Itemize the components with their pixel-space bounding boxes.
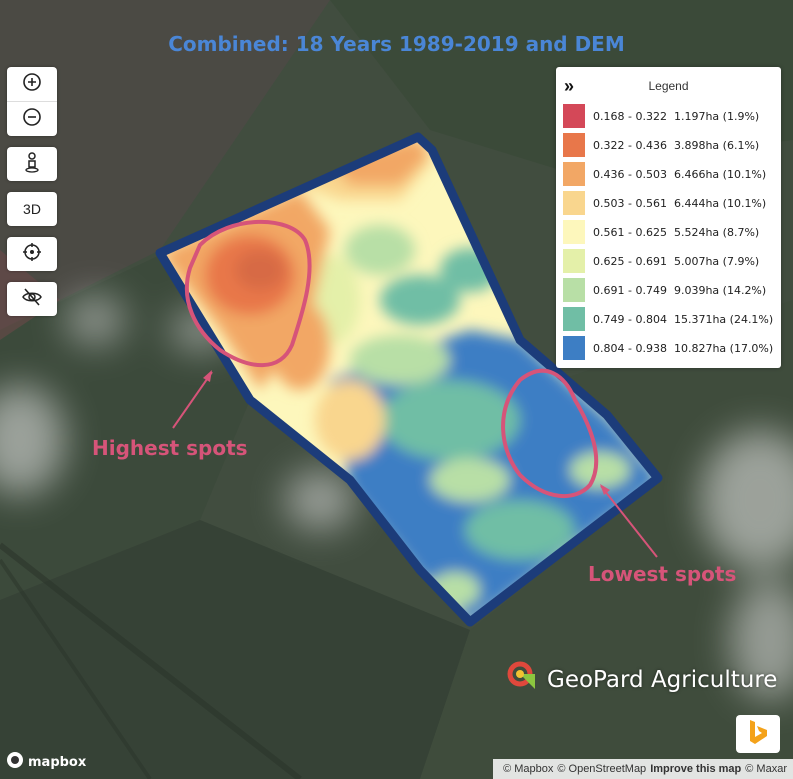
locate-button[interactable] <box>7 237 57 271</box>
legend-area: 9.039ha (14.2%) <box>673 283 767 297</box>
improve-map-link[interactable]: Improve this map <box>650 763 742 775</box>
highest-spots-outline <box>184 219 312 368</box>
legend-item: 0.804 - 0.938 10.827ha (17.0%) <box>563 335 773 361</box>
geopard-logo-icon <box>507 661 539 698</box>
geopard-brand: GeoPard Agriculture <box>507 661 777 698</box>
legend-area: 6.466ha (10.1%) <box>673 167 767 181</box>
zoom-in-button[interactable] <box>7 67 57 101</box>
bing-logo-button[interactable] <box>736 715 780 753</box>
legend-item: 0.749 - 0.804 15.371ha (24.1%) <box>563 306 773 332</box>
legend-area: 5.007ha (7.9%) <box>673 254 760 268</box>
three-d-button[interactable]: 3D <box>23 201 41 217</box>
zoom-control <box>7 67 57 136</box>
legend-swatch <box>563 220 585 244</box>
legend-item: 0.561 - 0.625 5.524ha (8.7%) <box>563 219 759 245</box>
legend-swatch <box>563 104 585 128</box>
visibility-control <box>7 282 57 316</box>
locate-control <box>7 237 57 271</box>
zoom-out-button[interactable] <box>7 101 57 136</box>
legend-area: 10.827ha (17.0%) <box>673 341 774 355</box>
field-boundary <box>155 132 663 627</box>
hide-layer-button[interactable] <box>7 282 57 316</box>
legend-title: Legend <box>648 79 689 93</box>
mapbox-logo[interactable]: mapbox <box>6 751 86 774</box>
legend-range: 0.322 - 0.436 <box>593 138 667 152</box>
brand-name: GeoPard Agriculture <box>547 666 778 693</box>
legend-range: 0.804 - 0.938 <box>593 341 667 355</box>
crosshair-icon <box>22 242 42 267</box>
legend-range: 0.436 - 0.503 <box>593 167 667 181</box>
highest-arrow <box>172 370 213 429</box>
map-title: Combined: 18 Years 1989-2019 and DEM <box>168 32 625 56</box>
legend-range: 0.503 - 0.561 <box>593 196 667 210</box>
legend-range: 0.561 - 0.625 <box>593 225 667 239</box>
legend-area: 3.898ha (6.1%) <box>673 138 760 152</box>
legend-range: 0.691 - 0.749 <box>593 283 667 297</box>
attribution-maxar[interactable]: © Maxar <box>745 763 787 775</box>
legend-item: 0.322 - 0.436 3.898ha (6.1%) <box>563 132 759 158</box>
mapbox-text: mapbox <box>28 755 87 770</box>
legend-swatch <box>563 191 585 215</box>
minus-circle-icon <box>22 107 42 132</box>
legend-swatch <box>563 162 585 186</box>
legend-area: 5.524ha (8.7%) <box>673 225 760 239</box>
legend-panel: » Legend 0.168 - 0.322 1.197ha (1.9%) 0.3… <box>556 67 781 368</box>
legend-range: 0.625 - 0.691 <box>593 254 667 268</box>
legend-item: 0.503 - 0.561 6.444ha (10.1%) <box>563 190 766 216</box>
legend-swatch <box>563 307 585 331</box>
pegman-control <box>7 147 57 181</box>
mapbox-icon <box>6 751 24 774</box>
legend-range: 0.749 - 0.804 <box>593 312 667 326</box>
bing-logo-icon <box>747 719 769 750</box>
legend-swatch <box>563 278 585 302</box>
attribution-mapbox[interactable]: © Mapbox <box>503 763 554 775</box>
legend-collapse-button[interactable]: » <box>564 76 575 96</box>
map-attribution: © Mapbox © OpenStreetMap Improve this ma… <box>493 759 793 779</box>
legend-item: 0.436 - 0.503 6.466ha (10.1%) <box>563 161 766 187</box>
three-d-control: 3D <box>7 192 57 226</box>
legend-area: 1.197ha (1.9%) <box>673 109 760 123</box>
legend-item: 0.625 - 0.691 5.007ha (7.9%) <box>563 248 759 274</box>
lowest-spots-label: Lowest spots <box>588 562 737 586</box>
eye-off-icon <box>21 287 43 312</box>
legend-swatch <box>563 249 585 273</box>
person-icon <box>22 151 42 178</box>
street-view-button[interactable] <box>7 147 57 181</box>
lowest-spots-outline <box>501 368 599 499</box>
legend-area: 6.444ha (10.1%) <box>673 196 767 210</box>
plus-circle-icon <box>22 72 42 97</box>
legend-swatch <box>563 336 585 360</box>
legend-swatch <box>563 133 585 157</box>
legend-range: 0.168 - 0.322 <box>593 109 667 123</box>
legend-item: 0.691 - 0.749 9.039ha (14.2%) <box>563 277 766 303</box>
highest-spots-label: Highest spots <box>92 436 248 460</box>
legend-item: 0.168 - 0.322 1.197ha (1.9%) <box>563 103 759 129</box>
attribution-osm[interactable]: © OpenStreetMap <box>557 763 647 775</box>
lowest-arrow <box>600 484 658 558</box>
legend-area: 15.371ha (24.1%) <box>673 312 774 326</box>
